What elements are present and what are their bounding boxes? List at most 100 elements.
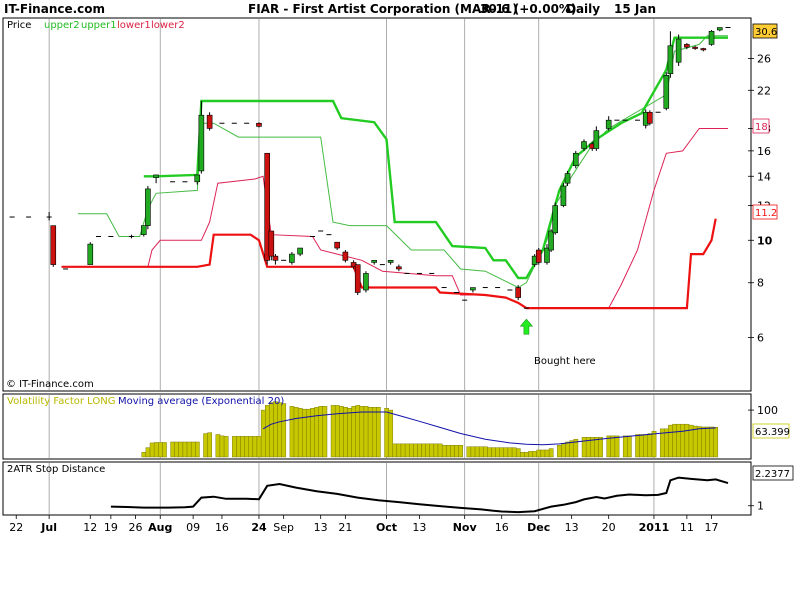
atr-line: [110, 476, 729, 514]
volatility-bar: [524, 452, 529, 458]
volatility-bar: [318, 406, 324, 458]
volatility-bar: [532, 451, 538, 458]
price-y-tick-label: 14: [757, 170, 771, 183]
volatility-bar: [178, 441, 184, 458]
candle-body: [544, 247, 550, 263]
volatility-bar: [478, 446, 484, 458]
candle-body: [342, 251, 349, 261]
candle-body: [354, 264, 361, 293]
volatility-bar: [581, 437, 587, 458]
x-tick-label: 16: [215, 521, 229, 534]
period-label: Daily: [566, 2, 601, 16]
x-tick-label: Jul: [40, 521, 57, 534]
volatility-bar: [680, 423, 686, 458]
volatility-bar: [515, 448, 521, 458]
x-axis-ticks: 22 Jul 12 19 26 Aug 09 16 24 Sep 13 21 Oct 13 Nov 16 Dec…: [9, 515, 719, 534]
volatility-bar: [676, 423, 682, 458]
price-y-tick-label: 10: [757, 234, 773, 247]
volatility-bar: [330, 405, 336, 458]
volatility-bar: [232, 436, 237, 458]
volatility-bar: [697, 426, 702, 458]
volatility-bar: [409, 443, 414, 458]
volatility-bar: [557, 445, 562, 458]
candle-body: [289, 253, 295, 263]
volatility-bar: [470, 446, 476, 458]
volatility-bar: [190, 441, 196, 458]
candle-body: [675, 38, 682, 63]
volatility-bar: [421, 443, 426, 458]
volatility-bar: [376, 407, 381, 458]
volatility-bar: [343, 407, 348, 458]
site-name: IT-Finance.com: [4, 2, 106, 16]
volatility-bar: [561, 443, 566, 458]
candle-body: [663, 75, 670, 109]
volatility-bar: [483, 446, 488, 458]
volatility-bar: [367, 407, 373, 458]
x-tick-label: Oct: [376, 521, 397, 534]
x-tick-label: 11: [680, 521, 694, 534]
volatility-bar: [203, 433, 208, 458]
volatility-bar: [355, 405, 361, 458]
vol-y-tick-label: 100: [757, 404, 778, 417]
volatility-bar: [425, 443, 431, 458]
x-tick-label: 17: [705, 521, 719, 534]
volatility-bar: [384, 408, 389, 458]
upper2-line: [143, 36, 728, 280]
volatility-bar: [215, 434, 221, 458]
y-axis-ticks: 68101214161822261001: [748, 53, 778, 513]
price-panel: [2, 17, 752, 392]
candle-body: [145, 188, 151, 226]
volatility-bar: [536, 449, 542, 458]
volatility-bar: [635, 434, 640, 458]
volatility-bar: [474, 446, 480, 458]
volatility-bar: [277, 402, 282, 458]
atr-tag-box: [752, 465, 794, 481]
candle-body: [700, 48, 707, 51]
volatility-bar: [692, 425, 698, 458]
x-tick-label: 22: [9, 521, 23, 534]
upper-tag: 18: [755, 122, 768, 133]
volatility-bar: [627, 435, 632, 458]
volatility-bar: [153, 442, 159, 458]
price-y-tick-label: 22: [757, 84, 771, 97]
atr-y-tick-label: 1: [757, 500, 764, 513]
volatility-bar: [622, 435, 628, 458]
volatility-bar: [701, 426, 706, 458]
price-y-tick-label: 6: [757, 331, 764, 344]
candle-body: [256, 122, 262, 127]
volatility-bar: [396, 443, 402, 458]
volatility-bar: [713, 427, 719, 458]
quote-value: 30.6 (+0.00%): [480, 2, 577, 16]
candle-body: [572, 152, 579, 166]
volatility-bar: [417, 443, 422, 458]
chart-header: IT-Finance.com FIAR - First Artist Corpo…: [0, 0, 800, 18]
lower2-line: [61, 218, 717, 310]
price-y-tick-label: 16: [757, 145, 771, 158]
watermark: © IT-Finance.com: [6, 379, 94, 390]
volatility-bar: [450, 445, 455, 458]
instrument-title: FIAR - First Artist Corporation (MAR-11): [248, 2, 518, 16]
volatility-bar: [709, 426, 714, 458]
candle-body: [708, 30, 715, 45]
last-price-tag: 30.6: [755, 27, 777, 38]
x-tick-label: 09: [186, 521, 200, 534]
candle-body: [334, 241, 340, 249]
volatility-bar: [511, 447, 517, 458]
volatility-series: [141, 401, 719, 458]
volatility-bar: [186, 441, 192, 458]
price-y-tick-label: 8: [757, 277, 764, 290]
volatility-bar: [371, 407, 377, 458]
x-tick-label: 2011: [639, 521, 670, 534]
volatility-bar: [668, 424, 673, 458]
volatility-bar: [145, 447, 151, 458]
volatility-bar: [614, 435, 620, 458]
volatility-bar: [293, 407, 299, 458]
price-panel-label: Price: [7, 20, 31, 31]
candle-body: [198, 114, 205, 172]
volatility-bar: [651, 430, 657, 458]
volatility-bar: [273, 401, 278, 458]
legend-upper2: upper2: [44, 20, 80, 31]
grid-lines: [48, 19, 655, 514]
volatility-bar: [433, 443, 439, 458]
volatility-bar: [256, 436, 262, 458]
